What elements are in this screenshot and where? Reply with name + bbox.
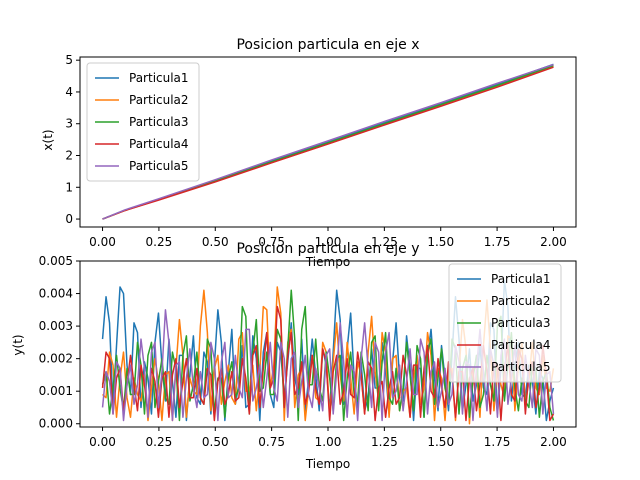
x-tick-label: 1.50	[427, 435, 454, 449]
bottom-chart-y-ticks: 0.000 0.001 0.002 0.003 0.004 0.005	[39, 254, 80, 431]
y-tick-label: 5	[65, 53, 73, 67]
series-line-particula5	[102, 63, 554, 220]
legend-label: Particula4	[129, 137, 189, 151]
top-chart-legend: Particula1 Particula2 Particula3 Particula4…	[86, 62, 200, 182]
bottom-chart-frame	[79, 260, 577, 428]
x-tick-label: 0.00	[89, 235, 116, 249]
bottom-chart-x-axis-label: Tiempo	[305, 457, 350, 471]
legend-label: Particula3	[491, 316, 551, 330]
y-tick-label: 0.001	[39, 384, 73, 398]
y-tick-label: 0.003	[39, 319, 73, 333]
y-tick-label: 0.000	[39, 417, 73, 431]
x-tick-label: 0.50	[202, 435, 229, 449]
legend-label: Particula3	[129, 115, 189, 129]
legend-box	[448, 263, 562, 383]
y-tick-label: 3	[65, 117, 73, 131]
bottom-chart-title: Posicion particula en eje y	[236, 241, 419, 257]
legend-label: Particula2	[491, 294, 551, 308]
x-tick-label: 1.00	[315, 435, 342, 449]
series-line-particula4	[102, 66, 554, 220]
top-chart-title: Posicion particula en eje x	[236, 37, 419, 53]
y-tick-label: 0.002	[39, 352, 73, 366]
legend-label: Particula1	[129, 71, 189, 85]
top-chart: Posicion particula en eje x x(t) Tiempo …	[41, 37, 577, 269]
top-chart-x-ticks: 0.00 0.25 0.50 0.75 1.00 1.25 1.50 1.75 2.00	[89, 227, 567, 249]
legend-label: Particula5	[129, 159, 189, 173]
x-tick-label: 0.00	[89, 435, 116, 449]
top-chart-y-ticks: 0 1 2 3 4 5	[65, 53, 80, 226]
top-chart-frame	[79, 56, 577, 228]
y-tick-label: 0.004	[39, 287, 73, 301]
top-chart-series-lines	[102, 63, 554, 220]
y-tick-label: 2	[65, 149, 73, 163]
y-tick-label: 1	[65, 180, 73, 194]
x-tick-label: 0.75	[258, 435, 285, 449]
x-tick-label: 1.75	[484, 435, 511, 449]
y-tick-label: 4	[65, 85, 73, 99]
x-tick-label: 0.25	[146, 435, 173, 449]
legend-label: Particula4	[491, 338, 551, 352]
legend-label: Particula2	[129, 93, 189, 107]
x-tick-label: 1.75	[484, 235, 511, 249]
x-tick-label: 1.25	[371, 235, 398, 249]
top-chart-x-axis-label: Tiempo	[305, 255, 350, 269]
x-tick-label: 0.25	[146, 235, 173, 249]
series-line-particula4	[101, 305, 555, 422]
legend-box	[86, 62, 200, 182]
legend-label: Particula1	[491, 272, 551, 286]
y-tick-label: 0.005	[39, 254, 73, 268]
x-tick-label: 1.50	[427, 235, 454, 249]
x-tick-label: 0.75	[258, 235, 285, 249]
top-chart-y-axis-label: x(t)	[41, 129, 55, 150]
bottom-chart-legend: Particula1 Particula2 Particula3 Particula4…	[448, 263, 562, 383]
x-tick-label: 1.00	[315, 235, 342, 249]
y-tick-label: 0	[65, 212, 73, 226]
x-tick-label: 1.25	[371, 435, 398, 449]
x-tick-label: 2.00	[540, 435, 567, 449]
legend-label: Particula5	[491, 360, 551, 374]
bottom-chart-y-axis-label: y(t)	[11, 334, 25, 355]
bottom-chart-x-ticks: 0.00 0.25 0.50 0.75 1.00 1.25 1.50 1.75 2.00	[89, 427, 567, 449]
x-tick-label: 2.00	[540, 235, 567, 249]
x-tick-label: 0.50	[202, 235, 229, 249]
